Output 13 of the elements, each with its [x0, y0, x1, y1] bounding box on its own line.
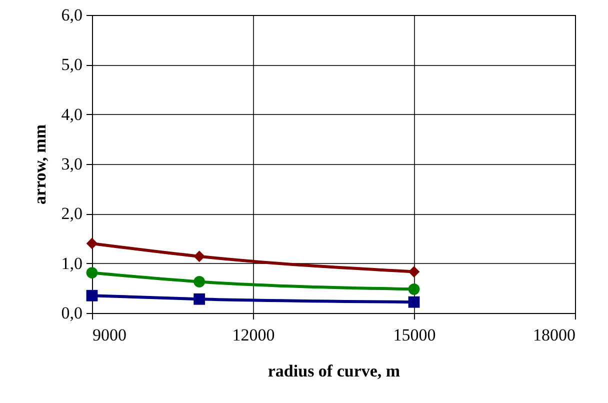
x-tick-label: 12000: [232, 326, 275, 344]
y-tick-label: 5,0: [61, 55, 82, 74]
x-tick-label: 18000: [533, 326, 576, 344]
y-tick-label: 3,0: [61, 154, 82, 174]
y-tick-label: 2,0: [61, 204, 82, 224]
x-tick-label: 9000: [92, 326, 126, 344]
y-tick-label: 4,0: [61, 104, 82, 124]
x-axis-title: radius of curve, m: [268, 362, 400, 380]
y-tick-label: 6,0: [61, 6, 82, 24]
y-tick-label: 1,0: [61, 254, 82, 273]
y-axis-title: arrow, mm: [30, 124, 50, 204]
x-tick-label: 15000: [393, 326, 436, 344]
y-tick-label: 0,0: [61, 304, 82, 322]
